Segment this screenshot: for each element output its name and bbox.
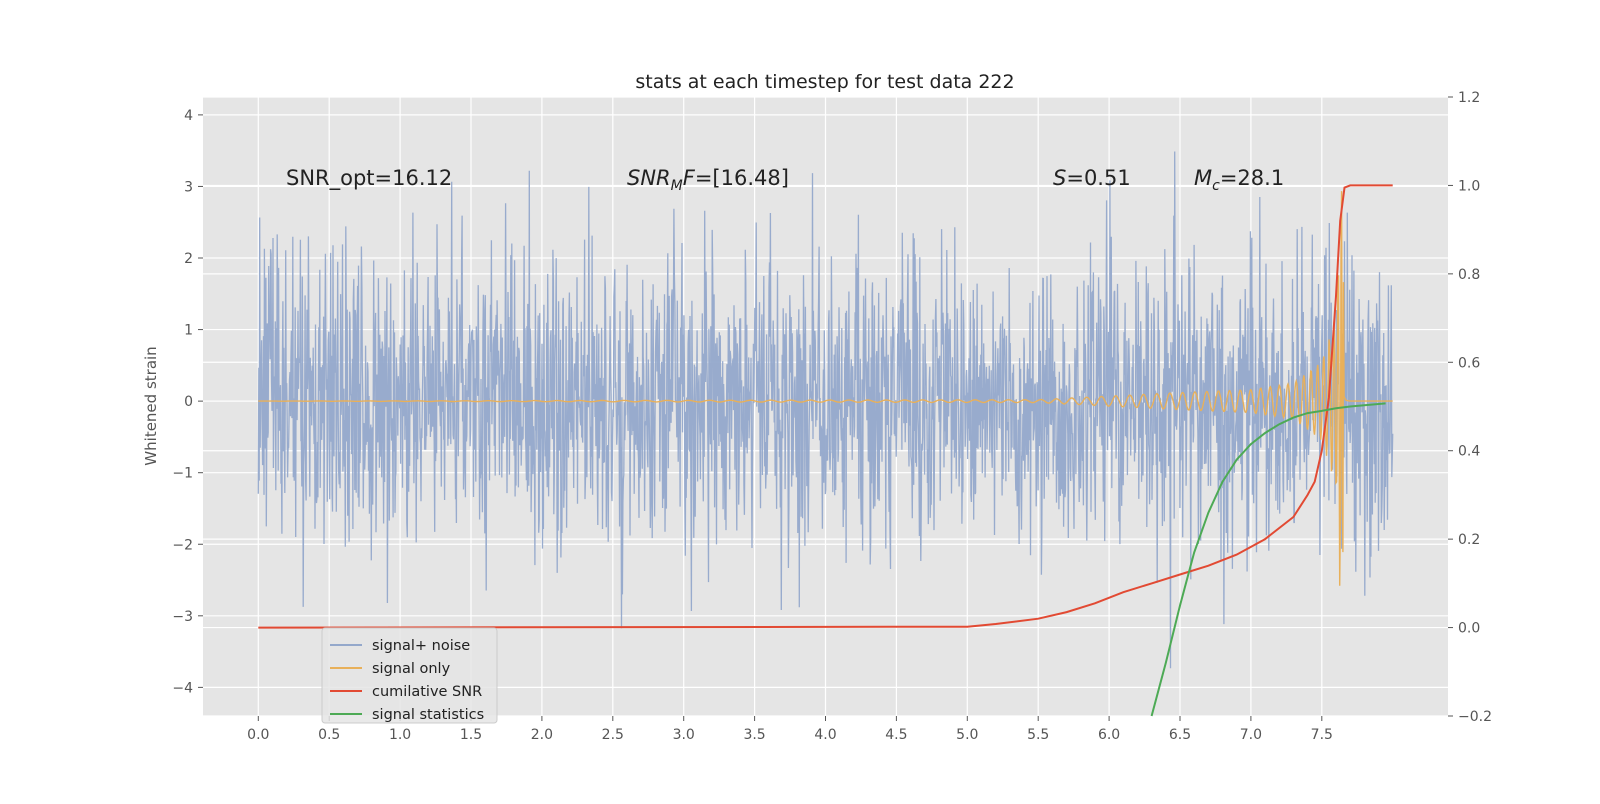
y-tick-label: −4	[172, 680, 193, 696]
x-tick-label: 6.0	[1098, 727, 1120, 743]
x-tick-label: 0.5	[318, 727, 340, 743]
y-tick-label: −2	[172, 537, 193, 553]
annotation-s: S=0.51	[1053, 166, 1131, 190]
y-tick-label: −1	[172, 466, 193, 482]
y-tick-label: 3	[184, 179, 193, 195]
legend-label: signal+ noise	[372, 638, 470, 654]
series-signal-only-line	[258, 191, 1393, 586]
annotation-mc: Mc=28.1	[1194, 166, 1284, 194]
series-signal-statistics-line	[1150, 402, 1386, 717]
chart-title: stats at each timestep for test data 222	[635, 71, 1014, 93]
y2-tick-label: 1.0	[1458, 178, 1480, 194]
legend-label: cumilative SNR	[372, 684, 482, 700]
legend-label: signal only	[372, 661, 451, 677]
y-tick-label: 2	[184, 251, 193, 267]
y2-tick-label: 1.2	[1458, 90, 1480, 106]
x-tick-label: 3.5	[743, 727, 765, 743]
x-tick-label: 1.5	[460, 727, 482, 743]
x-tick-label: 5.0	[956, 727, 978, 743]
x-tick-label: 5.5	[1027, 727, 1049, 743]
x-tick-label: 6.5	[1169, 727, 1191, 743]
legend-box	[321, 627, 498, 724]
y2-tick-label: 0.8	[1458, 267, 1480, 283]
x-tick-label: 7.5	[1311, 727, 1333, 743]
axes-layer: 0.0 0.5 1.0 1.5 2.0 2.5 3.0 3.5 4.0 4.5 5.0 5.5 6.0 6…	[172, 90, 1492, 743]
legend-label: signal statistics	[372, 707, 484, 723]
x-tick-label: 0.0	[247, 727, 269, 743]
x-tick-label: 4.5	[885, 727, 907, 743]
series-cumulative-snr-line	[258, 184, 1393, 629]
x-tick-label: 1.0	[389, 727, 411, 743]
x-tick-label: 7.0	[1240, 727, 1262, 743]
y2-tick-label: 0.2	[1458, 532, 1480, 548]
y2-tick-label: 0.0	[1458, 621, 1480, 637]
y-tick-label: 1	[184, 323, 193, 339]
legend: signal+ noise signal only cumilative SNR si…	[321, 627, 498, 724]
x-tick-label: 4.0	[814, 727, 836, 743]
annotation-layer: SNR_opt=16.12 SNRMF=[16.48] S=0.51 Mc=28…	[286, 166, 1284, 194]
annotation-snr-mf: SNRMF=[16.48]	[627, 166, 789, 194]
series-layer	[257, 151, 1394, 717]
x-tick-label: 2.0	[531, 727, 553, 743]
y2-tick-label: 0.4	[1458, 444, 1480, 460]
y2-tick-label: −0.2	[1458, 709, 1492, 725]
x-tick-label: 3.0	[673, 727, 695, 743]
y-tick-label: −3	[172, 609, 193, 625]
annotation-snr-opt: SNR_opt=16.12	[286, 166, 452, 191]
series-signal-noise-line	[257, 151, 1394, 669]
y-axis-label: Whitened strain	[142, 346, 160, 465]
y-tick-label: 0	[184, 394, 193, 410]
x-tick-label: 2.5	[602, 727, 624, 743]
y2-tick-label: 0.6	[1458, 355, 1480, 371]
y-tick-label: 4	[184, 108, 193, 124]
